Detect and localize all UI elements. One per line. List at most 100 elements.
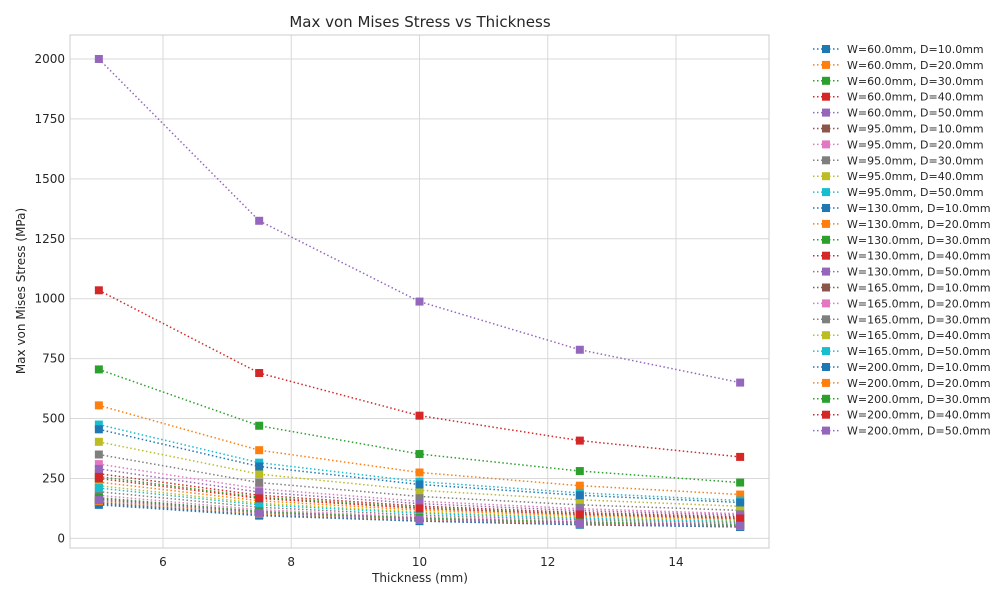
- legend-marker: [822, 188, 830, 197]
- data-point: [255, 421, 264, 430]
- data-point: [575, 345, 584, 354]
- legend-label: W=130.0mm, D=50.0mm: [847, 266, 991, 279]
- data-point: [736, 452, 745, 461]
- y-tick-label: 500: [42, 412, 65, 426]
- legend-marker: [822, 204, 830, 212]
- data-point: [415, 468, 424, 477]
- data-point: [94, 365, 103, 374]
- y-axis-label: Max von Mises Stress (MPa): [14, 208, 28, 374]
- legend-marker: [822, 363, 830, 371]
- data-point: [94, 425, 103, 434]
- legend-label: W=200.0mm, D=20.0mm: [847, 377, 991, 390]
- legend-marker: [822, 299, 830, 308]
- data-point: [255, 478, 264, 487]
- legend-marker: [822, 124, 830, 133]
- legend-marker: [822, 315, 830, 324]
- data-point: [736, 521, 745, 530]
- series: [94, 474, 745, 523]
- legend-item: W=95.0mm, D=50.0mm: [813, 186, 984, 199]
- y-tick-label: 1500: [34, 172, 65, 186]
- legend-marker: [822, 410, 830, 419]
- series-line: [98, 453, 741, 512]
- legend-label: W=200.0mm, D=50.0mm: [847, 425, 991, 438]
- legend-item: W=60.0mm, D=30.0mm: [813, 75, 984, 88]
- data-point: [736, 378, 745, 387]
- x-tick-label: 6: [159, 555, 167, 569]
- legend-item: W=165.0mm, D=40.0mm: [813, 329, 991, 342]
- legend-item: W=60.0mm, D=10.0mm: [813, 43, 984, 56]
- x-axis-label: Thickness (mm): [371, 571, 468, 585]
- series-line: [98, 289, 741, 458]
- legend-marker: [822, 60, 830, 69]
- plot-frame: [69, 34, 770, 549]
- series: [94, 496, 745, 530]
- data-point: [415, 480, 424, 489]
- legend-marker: [822, 378, 830, 387]
- series-line: [98, 423, 741, 502]
- data-point: [94, 464, 103, 473]
- legend-marker: [822, 347, 830, 356]
- legend-item: W=165.0mm, D=30.0mm: [813, 313, 991, 326]
- legend-label: W=60.0mm, D=50.0mm: [847, 107, 984, 120]
- legend-item: W=60.0mm, D=20.0mm: [813, 59, 984, 72]
- legend-label: W=165.0mm, D=10.0mm: [847, 282, 991, 295]
- series-line: [98, 472, 741, 518]
- legend-label: W=60.0mm, D=30.0mm: [847, 75, 984, 88]
- series: [94, 450, 745, 515]
- data-point: [94, 54, 103, 63]
- x-tick-label: 12: [540, 555, 555, 569]
- y-tick-label: 750: [42, 352, 65, 366]
- legend-label: W=95.0mm, D=40.0mm: [847, 170, 984, 183]
- legend-marker: [822, 45, 830, 53]
- data-point: [575, 495, 584, 504]
- x-tick-label: 8: [287, 555, 295, 569]
- legend-marker: [822, 140, 830, 149]
- data-point: [575, 491, 584, 500]
- data-point: [736, 478, 745, 487]
- x-tick-label: 14: [668, 555, 683, 569]
- x-tick-label: 10: [412, 555, 427, 569]
- y-tick-label: 1000: [34, 292, 65, 306]
- legend-item: W=200.0mm, D=40.0mm: [813, 409, 991, 422]
- legend-item: W=130.0mm, D=30.0mm: [813, 234, 991, 247]
- legend-marker: [822, 251, 830, 260]
- chart-title: Max von Mises Stress vs Thickness: [289, 13, 550, 31]
- legend-marker: [822, 394, 830, 403]
- legend-label: W=200.0mm, D=40.0mm: [847, 409, 991, 422]
- series-line: [98, 468, 741, 516]
- legend-item: W=60.0mm, D=40.0mm: [813, 91, 984, 104]
- series: [94, 54, 745, 387]
- legend-label: W=165.0mm, D=50.0mm: [847, 345, 991, 358]
- legend-item: W=165.0mm, D=10.0mm: [813, 282, 991, 295]
- legend-label: W=60.0mm, D=40.0mm: [847, 91, 984, 104]
- data-point: [255, 500, 264, 509]
- legend-marker: [822, 267, 830, 276]
- series: [94, 365, 745, 487]
- data-point: [415, 504, 424, 513]
- data-point: [575, 436, 584, 445]
- legend-label: W=60.0mm, D=20.0mm: [847, 59, 984, 72]
- data-point: [94, 286, 103, 295]
- series: [94, 286, 745, 461]
- legend-marker: [822, 172, 830, 181]
- legend-label: W=130.0mm, D=30.0mm: [847, 234, 991, 247]
- data-point: [255, 216, 264, 225]
- legend-label: W=130.0mm, D=20.0mm: [847, 218, 991, 231]
- data-point: [255, 508, 264, 517]
- legend-item: W=95.0mm, D=20.0mm: [813, 138, 984, 151]
- legend-label: W=165.0mm, D=40.0mm: [847, 329, 991, 342]
- data-point: [415, 486, 424, 495]
- legend-marker: [822, 92, 830, 101]
- legend-marker: [822, 156, 830, 165]
- data-point: [255, 470, 264, 479]
- data-point: [736, 498, 745, 507]
- legend-marker: [822, 283, 830, 292]
- data-point: [255, 488, 264, 497]
- legend-item: W=95.0mm, D=10.0mm: [813, 123, 984, 136]
- legend-label: W=95.0mm, D=30.0mm: [847, 154, 984, 167]
- data-point: [736, 514, 745, 523]
- series-line: [98, 428, 741, 504]
- legend-item: W=165.0mm, D=20.0mm: [813, 297, 991, 310]
- legend-item: W=130.0mm, D=10.0mm: [813, 202, 991, 215]
